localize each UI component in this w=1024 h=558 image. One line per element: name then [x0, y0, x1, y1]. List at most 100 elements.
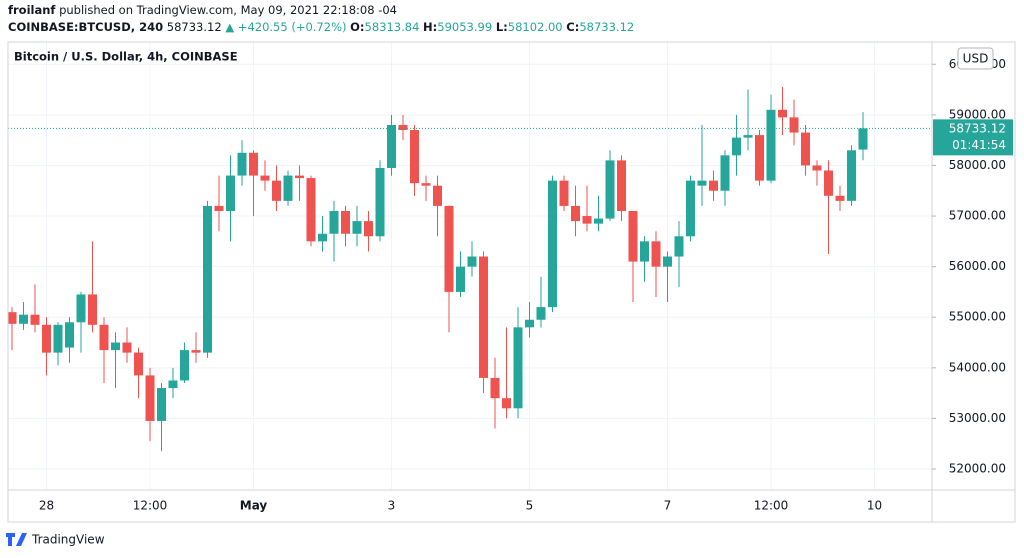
candle-body: [203, 205, 212, 353]
currency-button[interactable]: USD: [957, 47, 994, 70]
candle-body: [306, 178, 316, 242]
candle-body: [7, 312, 17, 324]
x-tick-label: 10: [867, 499, 882, 513]
y-tick-label: 55000.00: [949, 310, 1006, 324]
candle-body: [421, 183, 431, 186]
change: ▲ +420.55 (+0.72%): [225, 20, 346, 34]
candle-body: [548, 180, 557, 308]
candle-body: [456, 266, 465, 292]
candle-body: [697, 180, 707, 186]
y-tick-label: 58000.00: [949, 158, 1006, 172]
candle-body: [30, 314, 40, 325]
candle-body: [99, 324, 109, 351]
price: 58733.12: [167, 20, 222, 34]
candle-body: [157, 388, 166, 421]
candle-body: [663, 256, 672, 267]
candle-body: [594, 218, 603, 224]
candle-body: [801, 132, 810, 166]
candle-body: [835, 195, 845, 201]
symbol: COINBASE:BTCUSD, 240: [8, 20, 163, 34]
candle-body: [88, 294, 97, 325]
l-value: 58102.00: [508, 20, 563, 34]
countdown: 01:41:54: [952, 138, 1006, 152]
y-tick-label: 59000.00: [949, 107, 1006, 121]
candle-body: [237, 152, 247, 176]
candle-body: [168, 380, 178, 389]
candles: [7, 87, 932, 452]
candle-body: [249, 152, 258, 176]
author: froilanf: [8, 3, 56, 17]
candle-body: [824, 170, 833, 196]
candle-body: [617, 160, 626, 211]
candle-body: [766, 109, 776, 181]
candle-body: [145, 375, 155, 421]
candle-body: [226, 175, 235, 211]
candle-body: [122, 342, 132, 353]
candle-body: [525, 319, 534, 328]
candle-body: [214, 205, 224, 211]
logo: [6, 533, 27, 546]
symbol-line: COINBASE:BTCUSD, 240 58733.12 ▲ +420.55 …: [8, 20, 634, 34]
candle-body: [467, 256, 477, 267]
candle-body: [513, 327, 523, 409]
candle-body: [341, 210, 350, 234]
candle-body: [260, 175, 270, 181]
last-price-box: [933, 119, 1013, 156]
y-tick-label: 53000.00: [949, 411, 1006, 425]
candle-body: [732, 137, 741, 156]
h-value: 59053.99: [437, 20, 492, 34]
footer-logo: TradingView: [6, 533, 105, 547]
candle-body: [812, 165, 822, 171]
candle-body: [318, 233, 327, 242]
candle-body: [479, 256, 488, 378]
currency[interactable]: USD: [963, 52, 989, 66]
candle-body: [364, 221, 373, 237]
candle-body: [536, 307, 546, 320]
x-tick-label: 7: [664, 499, 672, 513]
candle-body: [53, 324, 63, 353]
candle-body: [180, 350, 189, 381]
candle-body: [778, 109, 787, 118]
h-label: H:: [423, 20, 437, 34]
x-tick-label: 5: [526, 499, 534, 513]
candle-body: [720, 155, 730, 191]
candle-body: [375, 167, 385, 237]
currency-box[interactable]: [957, 47, 994, 70]
brand: TradingView: [31, 533, 105, 547]
candle-body: [582, 216, 592, 224]
candle-body: [19, 314, 28, 324]
frame: [7, 41, 1016, 523]
candle-body: [858, 128, 868, 150]
x-tick-label: 28: [39, 499, 54, 513]
l-label: L:: [496, 20, 508, 34]
candle-body: [134, 352, 143, 376]
candle-body: [329, 210, 339, 234]
last-price-label: 58733.12: [949, 121, 1006, 135]
candle-body: [755, 135, 764, 181]
candle-body: [65, 322, 74, 348]
candle-body: [283, 175, 293, 201]
candle-body: [111, 342, 120, 351]
candle-body: [686, 180, 695, 237]
candle-body: [651, 241, 661, 267]
candle-body: [674, 236, 684, 257]
candle-body: [847, 150, 856, 201]
byline: froilanf published on TradingView.com, M…: [8, 3, 397, 17]
candle-body: [444, 205, 454, 292]
candle-body: [789, 117, 799, 133]
y-tick-label: 54000.00: [949, 360, 1006, 374]
axes: 52000.00 53000.00 54000.00 55000.00 56000.00…: [39, 57, 1013, 513]
candle-body: [42, 324, 51, 353]
o-label: O:: [350, 20, 364, 34]
candle-body: [605, 160, 615, 219]
candle-body: [433, 185, 442, 206]
published: published on TradingView.com, May 09, 20…: [59, 3, 397, 17]
candle-body: [743, 135, 753, 138]
x-tick-label: May: [240, 499, 268, 513]
y-tick-label: 57000.00: [949, 209, 1006, 223]
candle-body: [490, 377, 500, 399]
y-tick-label: 56000.00: [949, 259, 1006, 273]
chart-title: Bitcoin / U.S. Dollar, 4h, COINBASE: [14, 50, 238, 64]
